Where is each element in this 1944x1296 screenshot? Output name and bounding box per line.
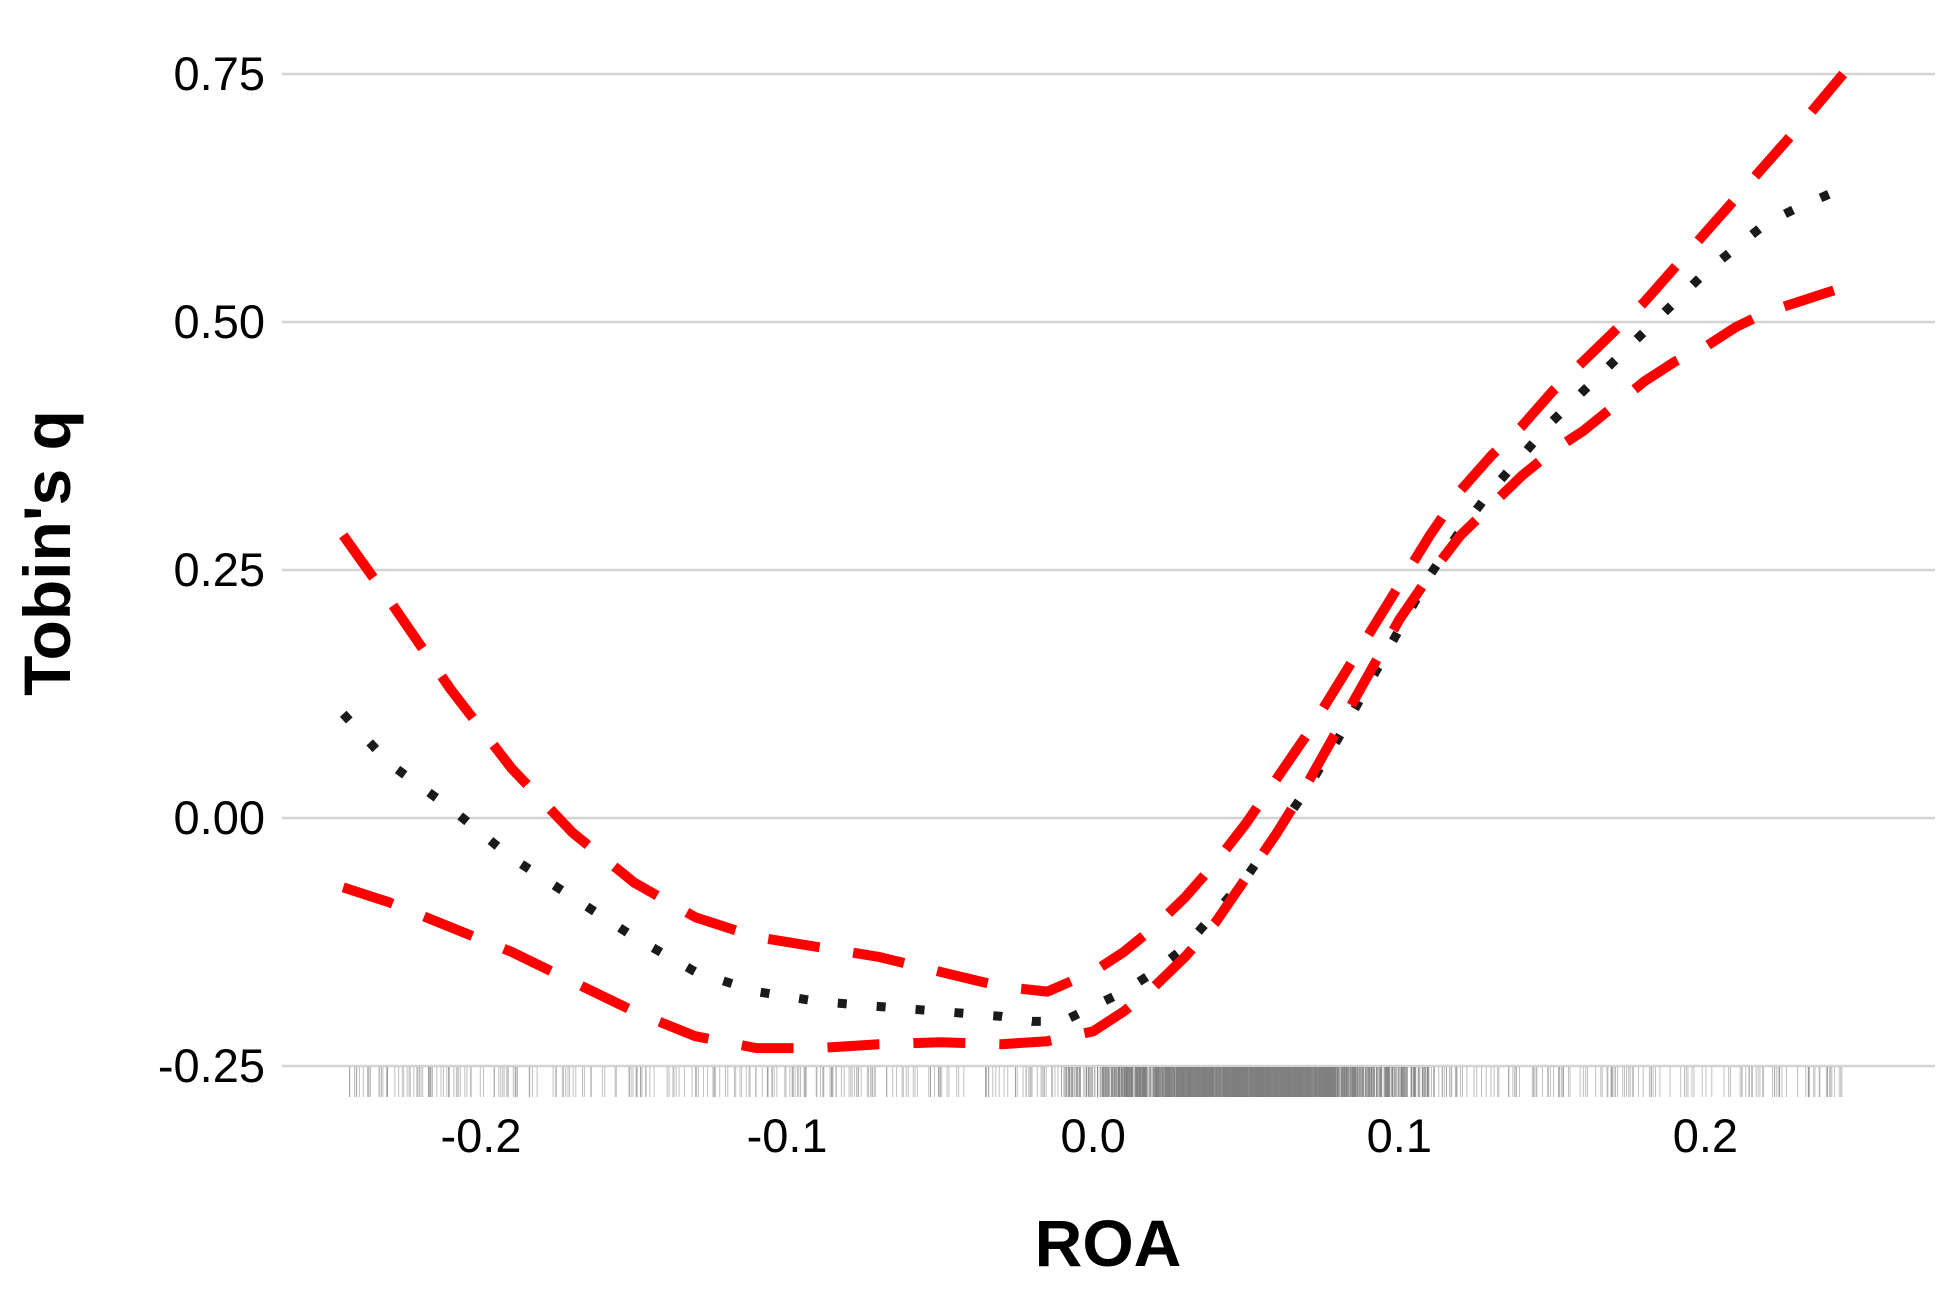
- y-axis-title: Tobin's q: [10, 410, 84, 696]
- x-tick-label: -0.1: [747, 1109, 828, 1162]
- lower-bound-line: [341, 282, 1845, 1054]
- upper-bound-line: [339, 70, 1848, 997]
- x-tick-label: 0.0: [1061, 1109, 1126, 1162]
- x-axis-ticks: -0.2 -0.1 0.0 0.1 0.2: [440, 1109, 1738, 1162]
- y-tick-label: 0.00: [174, 791, 265, 844]
- y-tick-label: 0.25: [174, 543, 265, 596]
- rug-marks: [348, 1067, 1843, 1097]
- x-axis-title: ROA: [1035, 1206, 1182, 1280]
- estimate-line: [339, 183, 1845, 1026]
- x-tick-label: -0.2: [440, 1109, 521, 1162]
- y-tick-label: -0.25: [158, 1039, 265, 1092]
- y-tick-label: 0.75: [174, 47, 265, 100]
- y-axis-ticks: -0.25 0.00 0.25 0.50 0.75: [158, 47, 265, 1092]
- x-tick-label: 0.2: [1673, 1109, 1738, 1162]
- x-tick-label: 0.1: [1367, 1109, 1432, 1162]
- grid-lines: [282, 72, 1935, 1068]
- series-lines: [339, 70, 1848, 1054]
- y-tick-label: 0.50: [174, 295, 265, 348]
